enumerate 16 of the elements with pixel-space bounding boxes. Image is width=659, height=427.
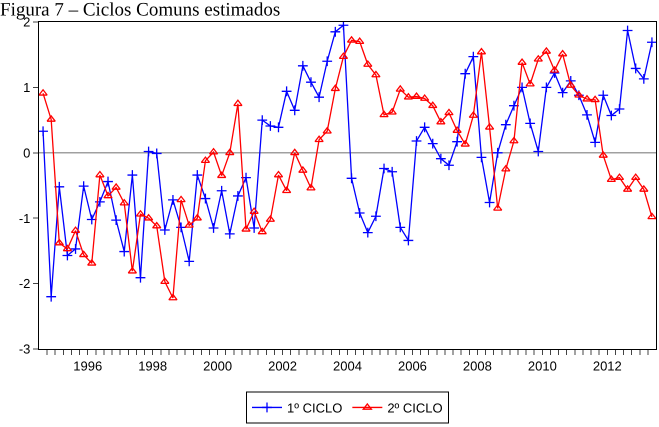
y-tick-label: -2	[18, 276, 30, 292]
x-tick-label: 1998	[138, 358, 168, 374]
x-tick-label: 2010	[528, 358, 557, 374]
x-tick-label: 2002	[268, 358, 298, 374]
legend-label: 2º CICLO	[387, 400, 443, 416]
y-tick-label: -1	[18, 210, 30, 226]
x-tick-label: 2008	[462, 358, 492, 374]
x-tick-label: 2000	[203, 358, 232, 374]
y-tick-label: -3	[18, 342, 30, 357]
y-tick-label: 0	[23, 145, 30, 160]
x-tick-label: 2004	[333, 358, 362, 374]
x-tick-label: 1996	[73, 358, 102, 374]
legend-label: 1º CICLO	[287, 400, 342, 416]
x-tick-label: 2012	[592, 358, 622, 374]
x-tick-label: 2006	[398, 358, 427, 374]
y-tick-label: 1	[23, 80, 30, 95]
